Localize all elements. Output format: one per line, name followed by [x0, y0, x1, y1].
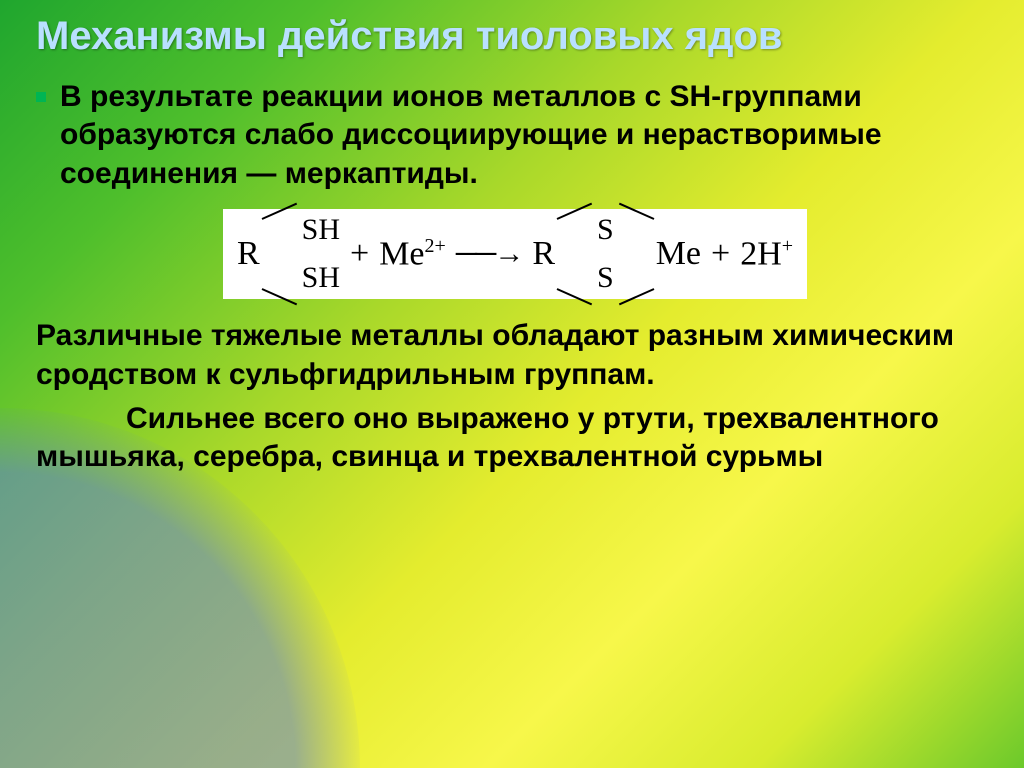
proton-product: 2H+	[740, 235, 793, 273]
metal-symbol: Me	[379, 235, 424, 272]
metal-ion: Me2+	[379, 235, 446, 273]
group-Me-right: Me	[656, 235, 701, 273]
s-stack: S S	[597, 215, 614, 293]
bond-bracket-left	[262, 218, 300, 290]
bullet-marker	[36, 92, 46, 102]
s-top: S	[597, 215, 614, 245]
bond-bracket-open	[557, 218, 595, 290]
bullet-text-1: В результате реакции ионов металлов с SН…	[60, 78, 994, 193]
s-bottom: S	[597, 263, 614, 293]
reaction-arrow: ──→	[456, 237, 523, 271]
sh-bottom: SH	[302, 263, 340, 293]
bond-bracket-close	[616, 218, 654, 290]
plus-1: +	[350, 235, 369, 273]
slide-title: Механизмы действия тиоловых ядов	[36, 14, 994, 58]
bullet-item-1: В результате реакции ионов металлов с SН…	[36, 78, 994, 193]
paragraph-3: Сильнее всего оно выражено у ртути, трех…	[36, 400, 994, 477]
formula-container: R SH SH + Me2+ ──→ R	[36, 209, 994, 299]
product-mercaptide: R S S Me	[532, 215, 701, 293]
group-R-right: R	[532, 235, 555, 273]
proton-coeff: 2H	[740, 235, 782, 272]
plus-2: +	[711, 235, 730, 273]
sh-top: SH	[302, 215, 340, 245]
group-R-left: R	[237, 235, 260, 273]
reactant-dithiol: R SH SH	[237, 215, 340, 293]
paragraph-2: Различные тяжелые металлы обладают разны…	[36, 317, 994, 394]
metal-charge: 2+	[425, 235, 446, 257]
slide-body: В результате реакции ионов металлов с SН…	[36, 78, 994, 477]
proton-charge: +	[782, 235, 793, 257]
reaction-formula: R SH SH + Me2+ ──→ R	[223, 209, 807, 299]
sh-stack: SH SH	[302, 215, 340, 293]
slide: Механизмы действия тиоловых ядов В резул…	[0, 0, 1024, 768]
